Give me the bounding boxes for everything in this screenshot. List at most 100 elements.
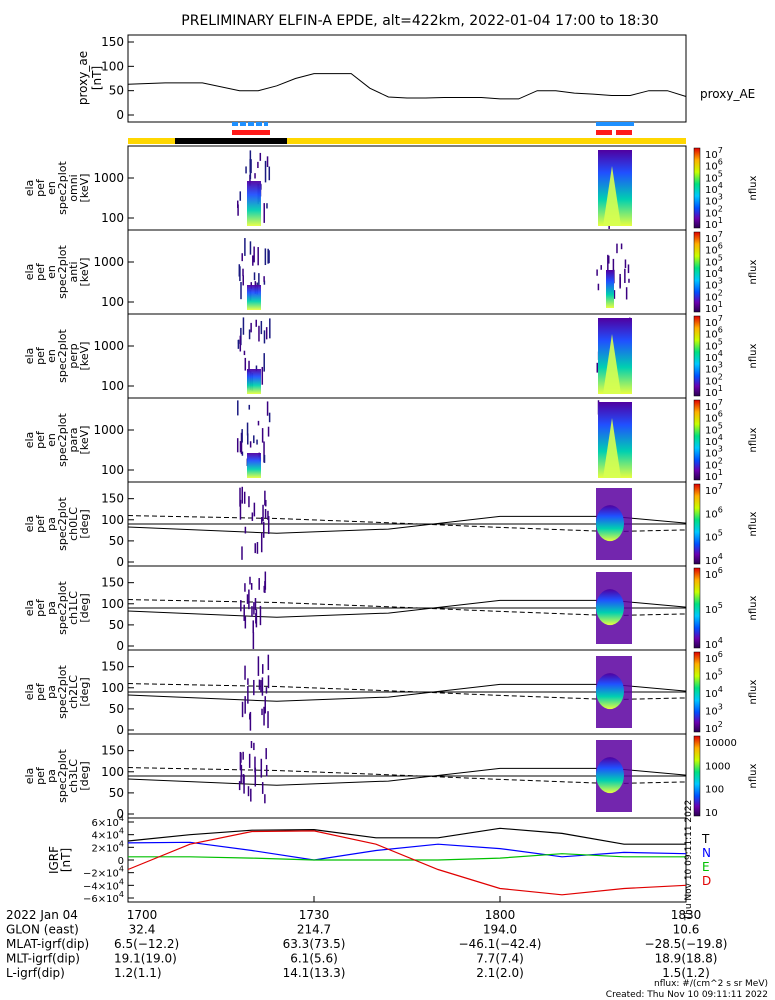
flux-streak bbox=[261, 782, 264, 794]
footer-value: 1.2(1.1) bbox=[114, 966, 162, 980]
flux-streak bbox=[248, 360, 250, 372]
flux-peak bbox=[596, 673, 624, 710]
flux-streak bbox=[262, 504, 264, 522]
ytick-label: 150 bbox=[101, 576, 124, 590]
footer-row-label: MLAT-igrf(dip) bbox=[6, 937, 89, 951]
flux-streak bbox=[624, 259, 627, 268]
flux-streak bbox=[239, 266, 241, 282]
panel-ylabel: [deg] bbox=[78, 761, 91, 790]
flux-streak bbox=[619, 277, 621, 287]
flux-streak bbox=[260, 532, 263, 553]
flux-streak bbox=[241, 486, 244, 504]
panel-ylabel: pef bbox=[34, 178, 47, 197]
colorbar-tick-label: 107 bbox=[705, 146, 723, 161]
flux-streak bbox=[267, 248, 269, 264]
flux-streak bbox=[241, 253, 243, 262]
igrf-legend-E: E bbox=[702, 860, 710, 874]
flux-streak bbox=[254, 598, 257, 611]
flux-streak bbox=[237, 400, 239, 416]
colorbar bbox=[693, 483, 701, 565]
flux-streak bbox=[596, 362, 599, 373]
igrf-D-line bbox=[127, 830, 687, 896]
flux-streak bbox=[625, 287, 628, 300]
flux-streak bbox=[262, 521, 265, 538]
panel-ylabel: ela bbox=[23, 516, 36, 533]
flux-streak bbox=[597, 283, 600, 291]
panel-ylabel: spec2plot bbox=[56, 161, 69, 215]
panel-ylabel: ela bbox=[23, 432, 36, 449]
panel-ylabel: [keV] bbox=[78, 174, 91, 203]
panel-ylabel: pa bbox=[45, 601, 58, 615]
flux-streak bbox=[243, 491, 246, 504]
flux-streak bbox=[264, 571, 267, 590]
flux-streak bbox=[624, 268, 626, 283]
flux-streak bbox=[244, 526, 247, 534]
igrf-legend-N: N bbox=[702, 846, 711, 860]
colorbar-tick-label: 104 bbox=[705, 265, 723, 280]
flux-streak bbox=[265, 687, 268, 694]
ytick-label: 0 bbox=[116, 555, 124, 569]
flux-streak bbox=[249, 150, 252, 173]
panel-frame bbox=[127, 229, 687, 315]
flux-streak bbox=[257, 656, 260, 676]
flux-streak bbox=[244, 357, 247, 371]
flux-streak bbox=[253, 272, 256, 281]
flux-streak bbox=[239, 499, 242, 520]
colorbar-label: nflux bbox=[748, 259, 759, 284]
ytick-label: 0 bbox=[118, 856, 124, 867]
colorbar-tick-label: 103 bbox=[705, 445, 723, 460]
colorbar-tick-label: 104 bbox=[705, 349, 723, 364]
ae-ytick-label: 100 bbox=[101, 59, 124, 73]
colorbar-label: nflux bbox=[748, 511, 759, 536]
flux-streak bbox=[267, 516, 270, 534]
colorbar-label: nflux bbox=[748, 427, 759, 452]
flux-core bbox=[606, 270, 614, 308]
colorbar bbox=[693, 735, 701, 817]
panel-ylabel: omni bbox=[67, 174, 80, 201]
colorbar-tick-label: 104 bbox=[705, 685, 723, 700]
panel-ylabel: spec2plot bbox=[56, 581, 69, 635]
footer-value: 2.1(2.0) bbox=[476, 966, 524, 980]
footer-value: 1800 bbox=[485, 908, 516, 922]
flux-streak bbox=[254, 543, 256, 554]
flux-streak bbox=[264, 160, 267, 183]
red-mark bbox=[232, 130, 270, 135]
colorbar-tick-label: 102 bbox=[705, 720, 723, 735]
flux-streak bbox=[264, 490, 266, 506]
ytick-label: 0 bbox=[116, 807, 124, 821]
flux-streak bbox=[249, 711, 252, 731]
colorbar-tick-label: 101 bbox=[705, 216, 723, 231]
blue-mark bbox=[596, 122, 634, 126]
ytick-label: 100 bbox=[101, 463, 124, 477]
colorbar-tick-label: 104 bbox=[705, 181, 723, 196]
ytick-label: 100 bbox=[101, 379, 124, 393]
flux-streak bbox=[264, 508, 267, 518]
panel-spec2plot_ch0LC: 107 106 105 104 nflux elapefpaspec2plotch0LC[… bbox=[23, 481, 759, 569]
footer-value: 194.0 bbox=[483, 923, 517, 937]
colorbar-tick-label: 105 bbox=[705, 421, 723, 436]
colorbar-tick-label: 102 bbox=[705, 372, 723, 387]
flux-streak bbox=[265, 748, 267, 760]
flux-streak bbox=[252, 632, 255, 650]
ytick-label: 4×104 bbox=[91, 827, 124, 842]
flux-streak bbox=[263, 441, 265, 463]
panel-ylabel: spec2plot bbox=[56, 497, 69, 551]
panel-ylabel: spec2plot bbox=[56, 665, 69, 719]
flux-core bbox=[247, 369, 261, 394]
blue-mark bbox=[256, 122, 262, 126]
flux-streak bbox=[247, 786, 250, 797]
ytick-label: 100 bbox=[101, 513, 124, 527]
colorbar-tick-label: 105 bbox=[705, 529, 723, 544]
flux-streak bbox=[246, 594, 249, 604]
red-mark-gap bbox=[612, 130, 616, 135]
colorbar-label: nflux bbox=[748, 175, 759, 200]
colorbar-label: nflux bbox=[748, 595, 759, 620]
flux-streak bbox=[265, 499, 267, 507]
flux-streak bbox=[250, 322, 252, 333]
colorbar-tick-label: 105 bbox=[705, 668, 723, 683]
colorbar-tick-label: 105 bbox=[705, 601, 723, 616]
ae-ylabel-units: [nT] bbox=[90, 66, 104, 90]
colorbar bbox=[693, 147, 701, 229]
flux-streak bbox=[251, 512, 254, 521]
